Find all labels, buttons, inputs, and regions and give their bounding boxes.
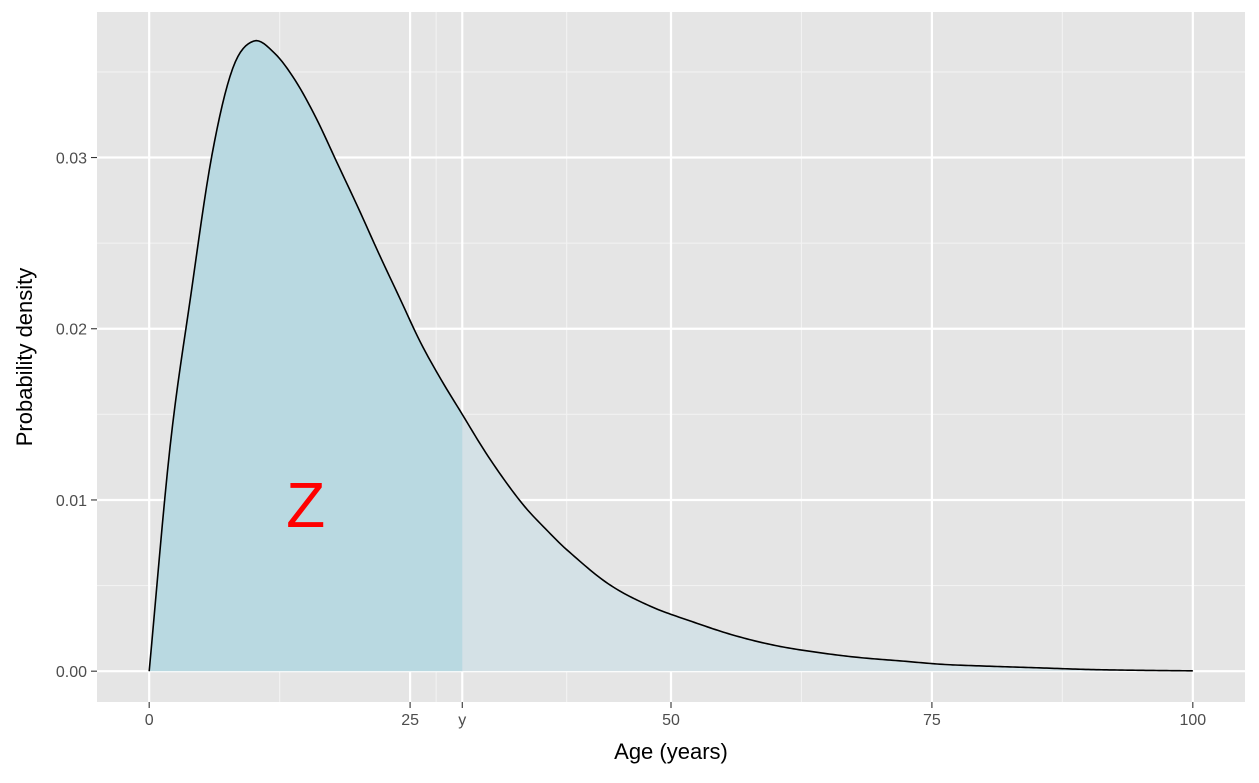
density-curve-line	[148, 39, 1193, 672]
y-tick-label: 0.00	[56, 664, 87, 681]
x-axis-title: Age (years)	[614, 739, 728, 764]
x-tick-label: y	[458, 712, 466, 729]
annotation-label: Z	[286, 469, 325, 541]
y-axis-ticks: 0.00 0.01 0.02 0.03	[56, 151, 97, 681]
density-area-shaded	[149, 40, 463, 672]
x-tick-label: 50	[662, 712, 680, 729]
y-tick-label: 0.01	[56, 493, 87, 510]
x-tick-label: 25	[401, 712, 419, 729]
x-axis-ticks: 0 25 y 50 75 100	[145, 702, 1206, 729]
x-tick-label: 100	[1179, 712, 1206, 729]
y-tick-label: 0.02	[56, 322, 87, 339]
y-tick-label: 0.03	[56, 151, 87, 168]
x-tick-label: 0	[145, 712, 154, 729]
x-tick-label: 75	[923, 712, 941, 729]
y-axis-title: Probability density	[12, 268, 37, 447]
